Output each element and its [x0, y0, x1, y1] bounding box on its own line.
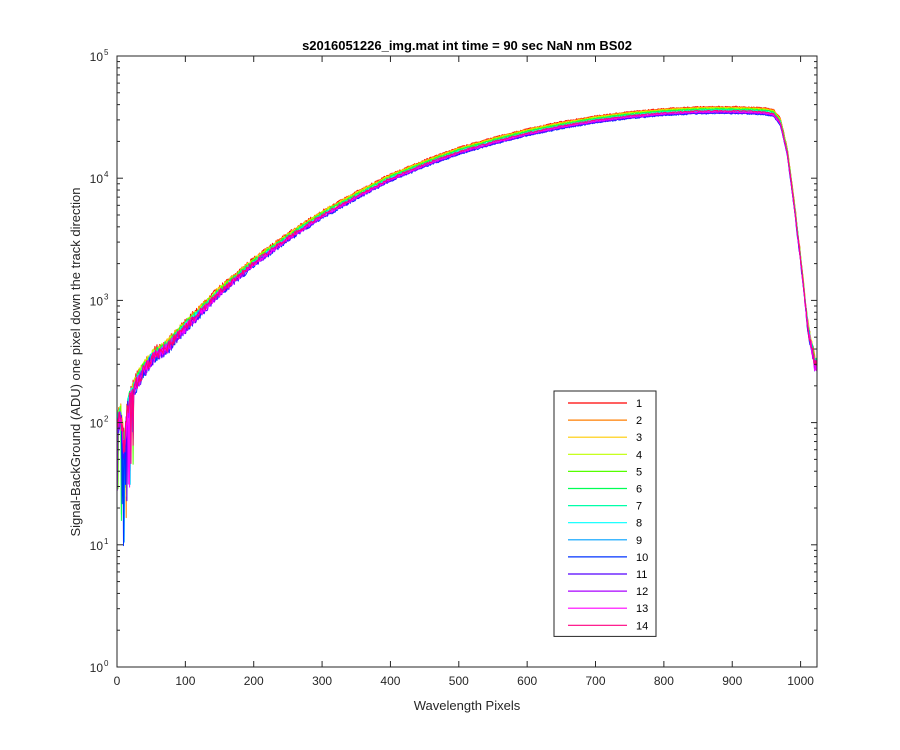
x-tick-label: 600: [517, 674, 537, 688]
x-tick-label: 800: [654, 674, 674, 688]
x-axis-label: Wavelength Pixels: [414, 698, 521, 713]
y-tick-label: 10: [90, 539, 104, 553]
y-tick-label: 10: [90, 172, 104, 186]
legend-label-10: 10: [636, 552, 648, 564]
y-tick-exponent: 3: [104, 292, 109, 301]
y-tick-exponent: 0: [104, 659, 109, 668]
x-tick-label: 700: [586, 674, 606, 688]
series-layer: [116, 105, 818, 547]
legend-label-13: 13: [636, 603, 648, 615]
y-axis-label: Signal-BackGround (ADU) one pixel down t…: [68, 187, 83, 536]
axes-box: [116, 55, 818, 668]
plot-area: [117, 56, 817, 667]
legend-label-1: 1: [636, 398, 642, 410]
x-tick-label: 1000: [787, 674, 814, 688]
legend-label-11: 11: [636, 569, 647, 581]
x-tick-label: 0: [114, 674, 121, 688]
x-tick-label: 500: [449, 674, 469, 688]
legend-label-6: 6: [636, 484, 642, 496]
x-tick-label: 200: [244, 674, 264, 688]
legend-label-5: 5: [636, 466, 642, 478]
legend-box: [553, 390, 657, 637]
series-line-6: [117, 108, 818, 521]
y-tick-label: 10: [90, 417, 104, 431]
y-tick-exponent: 5: [104, 48, 109, 57]
legend-label-14: 14: [636, 620, 648, 632]
legend-label-4: 4: [636, 449, 642, 461]
legend-label-12: 12: [636, 586, 648, 598]
y-tick-label: 10: [90, 294, 104, 308]
x-tick-label: 900: [722, 674, 742, 688]
x-tick-label: 400: [380, 674, 400, 688]
legend-label-3: 3: [636, 432, 642, 444]
x-tick-label: 300: [312, 674, 332, 688]
chart-title: s2016051226_img.mat int time = 90 sec Na…: [302, 38, 632, 53]
legend-label-9: 9: [636, 535, 642, 547]
x-tick-label: 100: [175, 674, 195, 688]
y-tick-label: 10: [90, 50, 104, 64]
y-tick-exponent: 1: [104, 537, 109, 546]
series-line-14: [116, 109, 818, 464]
legend-label-8: 8: [636, 518, 642, 530]
y-tick-label: 10: [90, 661, 104, 675]
legend-label-2: 2: [636, 415, 642, 427]
legend-label-7: 7: [636, 501, 642, 513]
y-tick-exponent: 2: [104, 415, 109, 424]
series-line-11: [116, 111, 818, 502]
y-tick-exponent: 4: [104, 170, 109, 179]
x-axis-ticks: 0 100 200 300 400 500 600 700 800 900 1000: [114, 56, 814, 688]
